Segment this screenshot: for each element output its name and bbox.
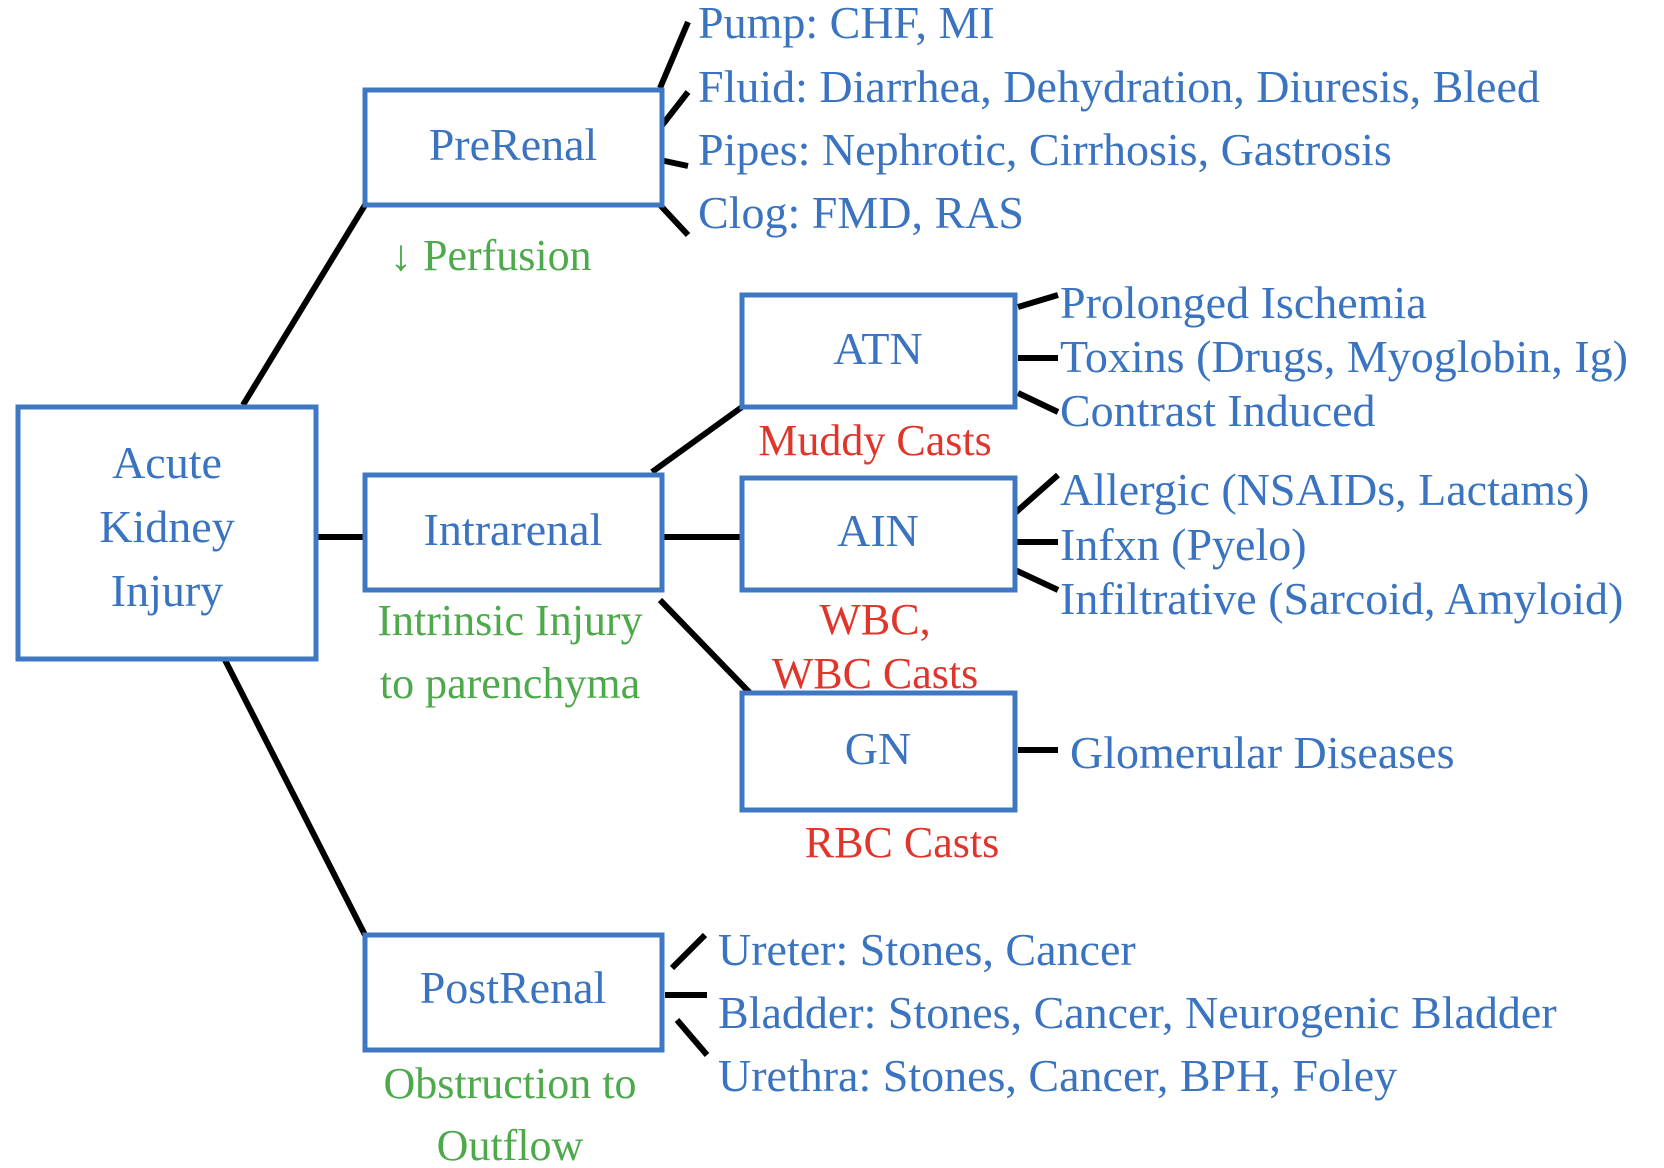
postrenal-label: PostRenal	[420, 962, 607, 1013]
prerenal-note: ↓ Perfusion	[390, 231, 592, 280]
connector-ain-allergic	[1013, 472, 1060, 516]
connector-postrenal-urethra	[674, 1018, 710, 1057]
prerenal-causes: Pump: CHF, MI Fluid: Diarrhea, Dehydrati…	[698, 0, 1540, 238]
connector-atn-contrast	[1016, 390, 1060, 415]
prerenal-cause: Pump: CHF, MI	[698, 0, 995, 48]
connector-intrarenal-gn	[657, 597, 753, 696]
prerenal-cause: Fluid: Diarrhea, Dehydration, Diuresis, …	[698, 61, 1540, 112]
postrenal-note-line: Obstruction to	[384, 1059, 637, 1108]
postrenal-box	[362, 932, 665, 1053]
connector-prerenal-pump	[657, 20, 691, 90]
connector-prerenal-clog	[657, 202, 691, 238]
connector-prerenal-fluid	[657, 90, 691, 130]
ain-causes: Allergic (NSAIDs, Lactams) Infxn (Pyelo)…	[1060, 464, 1623, 624]
atn-cause: Toxins (Drugs, Myoglobin, Ig)	[1060, 331, 1628, 382]
root-label-line: Kidney	[99, 501, 234, 552]
root-label: Acute Kidney Injury	[99, 437, 234, 616]
ain-box	[739, 475, 1018, 593]
connector-postrenal-ureter	[669, 932, 708, 971]
atn-box	[739, 292, 1018, 410]
prerenal-cause: Pipes: Nephrotic, Cirrhosis, Gastrosis	[698, 124, 1392, 175]
ain-finding-line: WBC,	[819, 595, 930, 644]
intrarenal-note-line: Intrinsic Injury	[377, 596, 642, 645]
intrarenal-label: Intrarenal	[424, 504, 603, 555]
connector-root-postrenal	[222, 658, 368, 937]
ain-label: AIN	[837, 505, 919, 556]
postrenal-cause: Urethra: Stones, Cancer, BPH, Foley	[718, 1050, 1397, 1101]
root-label-line: Acute	[112, 437, 222, 488]
gn-finding: RBC Casts	[805, 818, 999, 867]
connector-prerenal-pipes	[659, 157, 689, 169]
atn-causes: Prolonged Ischemia Toxins (Drugs, Myoglo…	[1060, 277, 1628, 436]
gn-cause: Glomerular Diseases	[1070, 727, 1455, 778]
ain-finding-line: WBC Casts	[772, 649, 979, 698]
atn-finding: Muddy Casts	[758, 416, 991, 465]
intrarenal-note-line: to parenchyma	[380, 659, 640, 708]
gn-box	[739, 690, 1018, 813]
prerenal-cause: Clog: FMD, RAS	[698, 187, 1024, 238]
atn-cause: Contrast Induced	[1060, 385, 1376, 436]
atn-label: ATN	[833, 323, 922, 374]
postrenal-causes: Ureter: Stones, Cancer Bladder: Stones, …	[718, 924, 1557, 1101]
ain-cause: Infiltrative (Sarcoid, Amyloid)	[1060, 573, 1623, 624]
prerenal-box	[362, 87, 665, 208]
ain-cause: Allergic (NSAIDs, Lactams)	[1060, 464, 1589, 515]
connector-intrarenal-atn	[650, 404, 744, 475]
connector-atn-ischemia	[1017, 292, 1059, 310]
connector-ain-infiltrative	[1013, 567, 1060, 593]
ain-cause: Infxn (Pyelo)	[1060, 519, 1307, 570]
connector-root-prerenal	[240, 203, 368, 407]
root-box	[15, 404, 319, 662]
connectors	[222, 20, 1060, 1057]
atn-cause: Prolonged Ischemia	[1060, 277, 1427, 328]
root-label-line: Injury	[111, 565, 223, 616]
postrenal-cause: Ureter: Stones, Cancer	[718, 924, 1136, 975]
intrarenal-box	[362, 472, 665, 593]
postrenal-cause: Bladder: Stones, Cancer, Neurogenic Blad…	[718, 987, 1557, 1038]
postrenal-note-line: Outflow	[437, 1121, 584, 1168]
prerenal-label: PreRenal	[429, 119, 598, 170]
gn-label: GN	[845, 723, 911, 774]
